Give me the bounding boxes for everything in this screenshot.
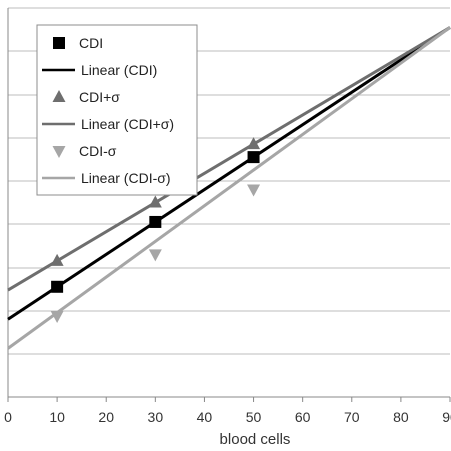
trendline <box>7 26 451 292</box>
trendline <box>7 26 451 321</box>
data-point <box>247 184 261 197</box>
legend-entry: Linear (CDI-σ) <box>81 170 171 186</box>
trendlines <box>7 26 451 350</box>
legend-entry: CDI <box>79 35 103 51</box>
legend-entry: Linear (CDI) <box>81 62 157 78</box>
x-tick-label: 0 <box>4 409 12 425</box>
data-point <box>148 195 162 208</box>
data-points <box>50 137 261 323</box>
x-tick-label: 90 <box>442 409 451 425</box>
legend-swatch <box>52 146 66 158</box>
x-tick-label: 20 <box>98 409 114 425</box>
data-point <box>149 215 162 228</box>
x-tick-label: 40 <box>197 409 213 425</box>
legend-entry: CDI+σ <box>79 89 120 105</box>
x-tick-label: 50 <box>246 409 262 425</box>
data-point <box>247 151 260 164</box>
x-tick-labels: 0 10 20 30 40 50 60 70 80 90 <box>4 409 451 425</box>
legend-swatch <box>52 90 66 102</box>
x-tick-label: 70 <box>344 409 360 425</box>
legend: CDI Linear (CDI) CDI+σ Linear (CDI+σ) CDI-σ L… <box>36 24 198 196</box>
data-point <box>50 253 64 266</box>
legend-swatch <box>53 37 65 49</box>
axes <box>7 8 451 402</box>
x-tick-label: 30 <box>148 409 164 425</box>
x-tick-label: 60 <box>295 409 311 425</box>
data-point <box>51 280 64 293</box>
x-axis-title: blood cells <box>220 431 291 448</box>
trendline <box>7 26 451 350</box>
data-point <box>148 249 162 262</box>
x-tick-label: 80 <box>393 409 409 425</box>
legend-entry: Linear (CDI+σ) <box>81 116 174 132</box>
data-point <box>50 310 64 323</box>
legend-entry: CDI-σ <box>79 143 117 159</box>
x-tick-label: 10 <box>49 409 65 425</box>
data-point <box>247 137 261 150</box>
legend-box <box>36 24 198 196</box>
